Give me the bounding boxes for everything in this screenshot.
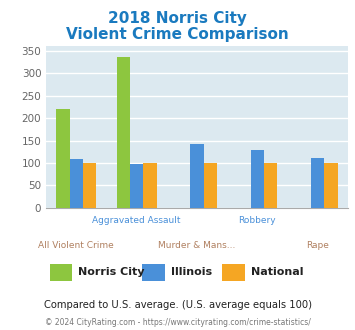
Text: Aggravated Assault: Aggravated Assault: [92, 216, 181, 225]
Text: © 2024 CityRating.com - https://www.cityrating.com/crime-statistics/: © 2024 CityRating.com - https://www.city…: [45, 318, 310, 327]
Bar: [117, 57, 130, 208]
Bar: [204, 163, 217, 208]
Text: Robbery: Robbery: [239, 216, 276, 225]
Bar: [130, 164, 143, 208]
Text: National: National: [251, 267, 304, 277]
Bar: [311, 158, 324, 208]
Bar: [222, 264, 245, 280]
Text: 2018 Norris City: 2018 Norris City: [108, 11, 247, 26]
Text: All Violent Crime: All Violent Crime: [38, 241, 114, 249]
Bar: [50, 264, 72, 280]
Text: Compared to U.S. average. (U.S. average equals 100): Compared to U.S. average. (U.S. average …: [44, 300, 311, 310]
Bar: [264, 163, 277, 208]
Text: Murder & Mans...: Murder & Mans...: [158, 241, 236, 249]
Text: Violent Crime Comparison: Violent Crime Comparison: [66, 27, 289, 42]
Text: Rape: Rape: [306, 241, 329, 249]
Bar: [324, 163, 338, 208]
Bar: [143, 163, 157, 208]
Text: Illinois: Illinois: [171, 267, 212, 277]
Bar: [56, 109, 70, 208]
Bar: [251, 149, 264, 208]
Bar: [190, 144, 204, 208]
Bar: [83, 163, 96, 208]
Text: Norris City: Norris City: [78, 267, 145, 277]
Bar: [70, 159, 83, 208]
Bar: [142, 264, 165, 280]
